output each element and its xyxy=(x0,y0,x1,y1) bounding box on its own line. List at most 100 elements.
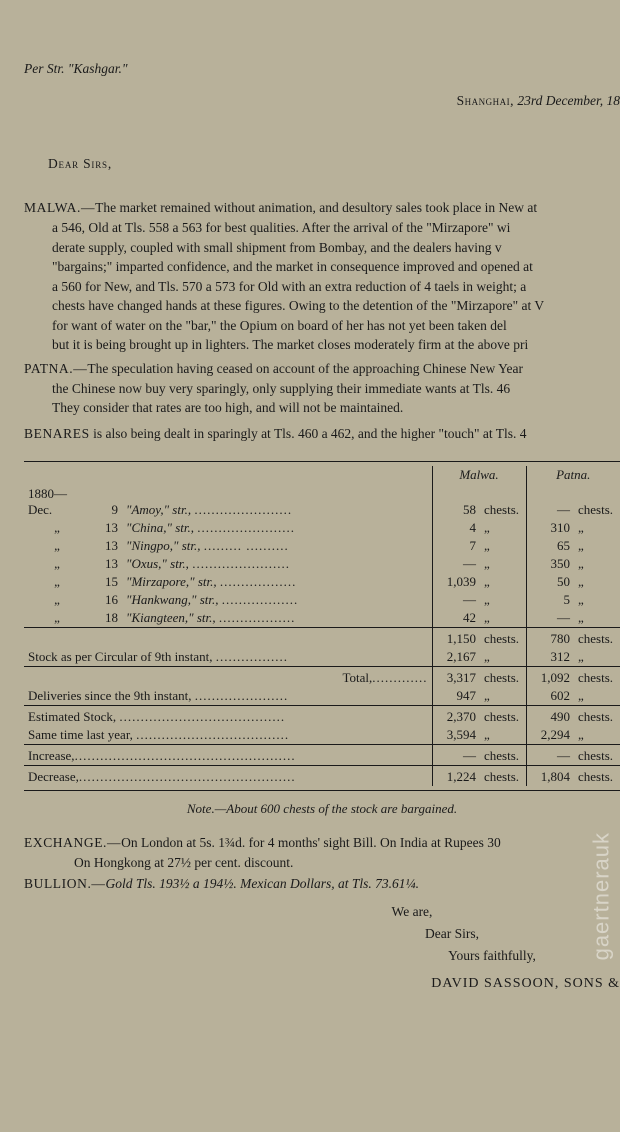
table-row: „ 15 "Mirzapore," str., ................… xyxy=(24,573,620,591)
malwa-l4: "bargains;" imparted confidence, and the… xyxy=(24,259,533,274)
malwa-l3: derate supply, coupled with small shipme… xyxy=(24,240,502,255)
closing-l1: We are, xyxy=(204,904,620,920)
malwa-l2: a 546, Old at Tls. 558 a 563 for best qu… xyxy=(24,220,510,235)
malwa-l5: a 560 for New, and Tls. 570 a 573 for Ol… xyxy=(24,279,526,294)
ditto: „ xyxy=(24,537,90,555)
ship-line: Per Str. "Kashgar." xyxy=(24,60,620,78)
ditto: „ xyxy=(480,591,526,609)
malwa-val: 7 xyxy=(432,537,480,555)
unit: chests. xyxy=(480,766,526,787)
place: Shanghai, xyxy=(457,93,514,108)
unit: chests. xyxy=(574,667,620,688)
document-page: Per Str. "Kashgar." Shanghai, 23rd Decem… xyxy=(0,0,620,992)
ditto: „ xyxy=(574,687,620,706)
ditto: „ xyxy=(480,555,526,573)
ship-name: "Ningpo," str., ......... .......... xyxy=(122,537,432,555)
dec-malwa: 1,224 xyxy=(432,766,480,787)
ditto: „ xyxy=(480,726,526,745)
inc-malwa: — xyxy=(432,745,480,766)
patna-l1: The speculation having ceased on account… xyxy=(87,361,523,376)
ship-name: "Oxus," str., ....................... xyxy=(122,555,432,573)
stock-patna: 312 xyxy=(526,648,574,667)
patna-val: — xyxy=(526,609,574,628)
ditto: „ xyxy=(480,537,526,555)
ditto: „ xyxy=(480,609,526,628)
col-patna: Patna. xyxy=(526,466,620,485)
unit: chests. xyxy=(480,745,526,766)
patna-l2: the Chinese now buy very sparingly, only… xyxy=(24,381,510,396)
subtotal-malwa: 1,150 xyxy=(432,628,480,649)
unit: chests. xyxy=(574,766,620,787)
total-row: Total,............. 3,317 chests. 1,092 … xyxy=(24,667,620,688)
lastyear-row: Same time last year, ...................… xyxy=(24,726,620,745)
benares-lead: BENARES xyxy=(24,426,90,441)
bullion-lead: BULLION.— xyxy=(24,876,106,891)
estimated-row: Estimated Stock, .......................… xyxy=(24,706,620,727)
table-row: „ 18 "Kiangteen," str., ................… xyxy=(24,609,620,628)
dec-patna: 1,804 xyxy=(526,766,574,787)
exchange-l1: On London at 5s. 1¾d. for 4 months' sigh… xyxy=(121,835,501,850)
exchange-paragraph: EXCHANGE.—On London at 5s. 1¾d. for 4 mo… xyxy=(24,833,620,872)
place-date-line: Shanghai, 23rd December, 18 xyxy=(24,92,620,110)
unit: chests. xyxy=(574,485,620,519)
patna-val: 350 xyxy=(526,555,574,573)
ditto: „ xyxy=(24,519,90,537)
malwa-lead: MALWA.— xyxy=(24,200,95,215)
malwa-l6: chests have changed hands at these figur… xyxy=(24,298,544,313)
ditto: „ xyxy=(574,537,620,555)
total-label: Total,............. xyxy=(24,667,432,688)
table-row: „ 13 "Oxus," str., .....................… xyxy=(24,555,620,573)
exchange-l2: On Hongkong at 27½ per cent. discount. xyxy=(24,855,293,870)
decrease-row: Decrease,...............................… xyxy=(24,766,620,787)
subtotal-patna: 780 xyxy=(526,628,574,649)
footnote: Note.—About 600 chests of the stock are … xyxy=(24,801,620,817)
table: Malwa. Patna. 1880—Dec. 9 "Amoy," str., … xyxy=(24,466,620,786)
opium-table: Malwa. Patna. 1880—Dec. 9 "Amoy," str., … xyxy=(24,461,620,791)
ship-day: 9 xyxy=(90,485,122,519)
deliv-malwa: 947 xyxy=(432,687,480,706)
est-label: Estimated Stock, .......................… xyxy=(24,706,432,727)
lastyr-label: Same time last year, ...................… xyxy=(24,726,432,745)
ditto: „ xyxy=(480,573,526,591)
malwa-paragraph: MALWA.—The market remained without anima… xyxy=(24,198,620,355)
inc-label: Increase,...............................… xyxy=(24,745,432,766)
deliveries-row: Deliveries since the 9th instant, ......… xyxy=(24,687,620,706)
deliv-patna: 602 xyxy=(526,687,574,706)
patna-val: 310 xyxy=(526,519,574,537)
lastyr-malwa: 3,594 xyxy=(432,726,480,745)
malwa-val: 1,039 xyxy=(432,573,480,591)
table-header-row: Malwa. Patna. xyxy=(24,466,620,485)
malwa-l7: for want of water on the "bar," the Opiu… xyxy=(24,318,507,333)
malwa-val: — xyxy=(432,591,480,609)
patna-val: 50 xyxy=(526,573,574,591)
malwa-l8: but it is being brought up in lighters. … xyxy=(24,337,528,352)
ditto: „ xyxy=(24,555,90,573)
signature: DAVID SASSOON, SONS & xyxy=(24,976,620,992)
ditto: „ xyxy=(574,573,620,591)
exchange-lead: EXCHANGE.— xyxy=(24,835,121,850)
unit: chests. xyxy=(574,628,620,649)
ship-day: 18 xyxy=(90,609,122,628)
malwa-val: 42 xyxy=(432,609,480,628)
ship-name: "Kiangteen," str., .................. xyxy=(122,609,432,628)
ship-day: 13 xyxy=(90,537,122,555)
unit: chests. xyxy=(480,667,526,688)
closing-block: We are, Dear Sirs, Yours faithfully, xyxy=(24,904,620,964)
unit: chests. xyxy=(574,745,620,766)
benares-rest: is also being dealt in sparingly at Tls.… xyxy=(90,426,527,441)
patna-paragraph: PATNA.—The speculation having ceased on … xyxy=(24,359,620,418)
closing-l3: Yours faithfully, xyxy=(364,948,620,964)
patna-lead: PATNA.— xyxy=(24,361,87,376)
table-row: „ 13 "China," str., ....................… xyxy=(24,519,620,537)
ditto: „ xyxy=(574,555,620,573)
stock-label: Stock as per Circular of 9th instant, ..… xyxy=(24,648,432,667)
stock-row: Stock as per Circular of 9th instant, ..… xyxy=(24,648,620,667)
col-malwa: Malwa. xyxy=(432,466,526,485)
date: 23rd December, 18 xyxy=(517,93,620,108)
table-row: „ 16 "Hankwang," str., .................… xyxy=(24,591,620,609)
salutation: Dear Sirs, xyxy=(48,156,620,172)
subtotal-row: 1,150 chests. 780 chests. xyxy=(24,628,620,649)
ditto: „ xyxy=(24,609,90,628)
inc-patna: — xyxy=(526,745,574,766)
ship-name: "Hankwang," str., .................. xyxy=(122,591,432,609)
